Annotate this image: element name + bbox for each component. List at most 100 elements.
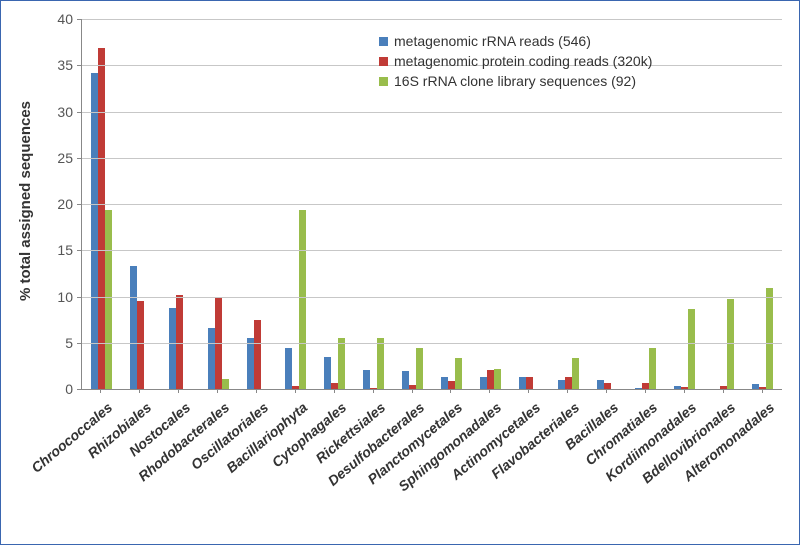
bar: [681, 387, 688, 389]
bar: [137, 301, 144, 389]
xtick-mark: [217, 389, 218, 393]
xtick-mark: [412, 389, 413, 393]
bar: [377, 338, 384, 389]
ytick-label: 0: [43, 381, 73, 397]
bar: [727, 299, 734, 389]
bar: [331, 383, 338, 389]
bar: [642, 383, 649, 389]
bar: [208, 328, 215, 389]
bar: [649, 348, 656, 389]
bar: [597, 380, 604, 389]
xtick-mark: [450, 389, 451, 393]
gridline: [82, 112, 782, 113]
ytick-label: 20: [43, 196, 73, 212]
bar: [285, 348, 292, 389]
xtick-mark: [295, 389, 296, 393]
bar: [292, 386, 299, 389]
gridline: [82, 297, 782, 298]
legend-item: 16S rRNA clone library sequences (92): [379, 73, 652, 89]
legend-swatch: [379, 57, 388, 66]
xtick-mark: [684, 389, 685, 393]
bar: [752, 384, 759, 389]
bar: [247, 338, 254, 389]
legend-swatch: [379, 77, 388, 86]
xtick-mark: [645, 389, 646, 393]
ytick-mark: [77, 19, 81, 20]
bar: [565, 377, 572, 389]
bar: [409, 385, 416, 389]
gridline: [82, 158, 782, 159]
ytick-mark: [77, 158, 81, 159]
ytick-mark: [77, 112, 81, 113]
bar: [720, 386, 727, 389]
xtick-mark: [178, 389, 179, 393]
xtick-mark: [100, 389, 101, 393]
xtick-mark: [256, 389, 257, 393]
gridline: [82, 250, 782, 251]
bar: [635, 388, 642, 389]
ytick-label: 35: [43, 57, 73, 73]
bar: [91, 73, 98, 389]
bar: [254, 320, 261, 389]
xtick-mark: [489, 389, 490, 393]
ytick-mark: [77, 343, 81, 344]
ytick-label: 40: [43, 11, 73, 27]
bar: [487, 370, 494, 389]
bar: [402, 371, 409, 389]
legend-item: metagenomic protein coding reads (320k): [379, 53, 652, 69]
ytick-label: 25: [43, 150, 73, 166]
xtick-mark: [139, 389, 140, 393]
legend-label: 16S rRNA clone library sequences (92): [394, 73, 636, 89]
gridline: [82, 343, 782, 344]
ytick-label: 10: [43, 289, 73, 305]
xtick-mark: [567, 389, 568, 393]
ytick-mark: [77, 250, 81, 251]
bar: [130, 266, 137, 389]
ytick-mark: [77, 389, 81, 390]
bar: [338, 338, 345, 389]
y-axis-label: % total assigned sequences: [17, 101, 34, 301]
bar: [448, 381, 455, 389]
bar: [519, 377, 526, 389]
ytick-label: 15: [43, 242, 73, 258]
bar: [674, 386, 681, 389]
ytick-label: 30: [43, 104, 73, 120]
legend: metagenomic rRNA reads (546) metagenomic …: [379, 33, 652, 93]
bar: [526, 377, 533, 389]
chart-container: % total assigned sequences metagenomic r…: [0, 0, 800, 545]
bar: [416, 348, 423, 389]
gridline: [82, 204, 782, 205]
bar: [222, 379, 229, 389]
bar: [688, 309, 695, 389]
bar: [324, 357, 331, 389]
bar: [169, 308, 176, 389]
xtick-mark: [762, 389, 763, 393]
ytick-mark: [77, 65, 81, 66]
xtick-mark: [334, 389, 335, 393]
bar: [363, 370, 370, 389]
gridline: [82, 19, 782, 20]
bar: [455, 358, 462, 389]
bar: [98, 48, 105, 389]
legend-swatch: [379, 37, 388, 46]
bar: [370, 388, 377, 389]
bar: [766, 288, 773, 389]
bar: [494, 369, 501, 389]
bar: [604, 383, 611, 389]
bar: [759, 387, 766, 389]
ytick-mark: [77, 297, 81, 298]
xtick-mark: [528, 389, 529, 393]
xtick-mark: [606, 389, 607, 393]
ytick-mark: [77, 204, 81, 205]
bar: [572, 358, 579, 389]
ytick-label: 5: [43, 335, 73, 351]
bar: [105, 210, 112, 389]
xtick-mark: [373, 389, 374, 393]
xtick-mark: [723, 389, 724, 393]
bar: [299, 210, 306, 389]
legend-label: metagenomic rRNA reads (546): [394, 33, 591, 49]
bar: [441, 377, 448, 389]
bar: [480, 377, 487, 389]
bar: [558, 380, 565, 389]
legend-label: metagenomic protein coding reads (320k): [394, 53, 652, 69]
